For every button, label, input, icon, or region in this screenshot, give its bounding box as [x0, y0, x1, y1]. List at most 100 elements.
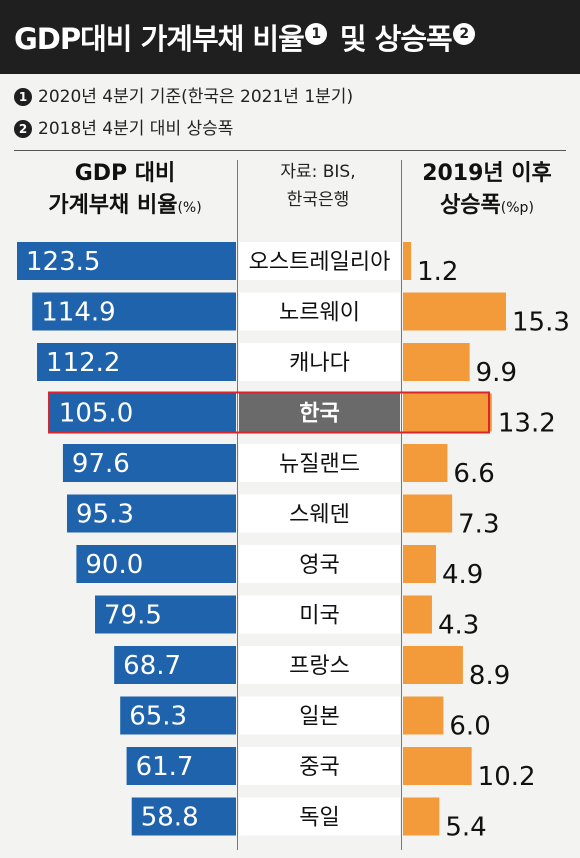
- title-part1: GDP대비 가계부채 비율: [14, 22, 305, 56]
- country-label-5: 스웨덴: [289, 503, 350, 528]
- country-label-0: 오스트레일리아: [249, 250, 391, 275]
- source-line1: 자료: BIS,: [280, 162, 356, 182]
- increase-value-label-4: 6.6: [453, 459, 494, 489]
- note-1-text: 2020년 4분기 기준(한국은 2021년 1분기): [38, 87, 354, 107]
- increase-bar-9: [403, 696, 444, 735]
- increase-bar-7: [403, 595, 432, 634]
- ratio-bar-9: [120, 696, 236, 735]
- source-note: 자료: BIS, 한국은행: [237, 158, 399, 214]
- ratio-value-label-6: 90.0: [85, 550, 143, 580]
- country-label-box-5: [239, 494, 400, 533]
- increase-bar-11: [403, 797, 440, 836]
- header-divider: [14, 150, 566, 151]
- country-label-4: 뉴질랜드: [279, 452, 360, 477]
- country-label-2: 캐나다: [289, 351, 350, 376]
- ratio-bar-2: [37, 343, 236, 381]
- right-header-line2: 상승폭(%p): [440, 193, 534, 218]
- country-label-11: 독일: [299, 806, 339, 831]
- increase-value-label-10: 10.2: [478, 762, 536, 792]
- increase-bar-8: [403, 646, 463, 684]
- center-left-separator: [237, 160, 238, 850]
- chart-title: GDP대비 가계부채 비율 1 및 상승폭 2: [14, 16, 479, 58]
- increase-bar-3: [403, 393, 492, 432]
- ratio-value-label-8: 68.7: [123, 651, 181, 681]
- ratio-value-label-10: 61.7: [136, 752, 194, 782]
- country-label-9: 일본: [299, 705, 339, 730]
- increase-value-label-1: 15.3: [512, 308, 570, 338]
- left-column-header: GDP 대비 가계부채 비율(%): [14, 158, 236, 224]
- right-header-line1: 2019년 이후: [422, 161, 552, 186]
- country-label-box-10: [239, 747, 400, 785]
- ratio-value-label-4: 97.6: [72, 449, 130, 479]
- country-label-6: 영국: [299, 553, 339, 578]
- increase-value-label-3: 13.2: [498, 409, 556, 439]
- right-column-header: 2019년 이후 상승폭(%p): [402, 158, 572, 224]
- country-label-box-7: [239, 595, 400, 634]
- ratio-bar-3: [49, 393, 237, 432]
- title-marker-2: 2: [452, 23, 475, 46]
- increase-bar-5: [403, 494, 453, 533]
- increase-bar-10: [403, 747, 472, 785]
- country-label-box-4: [239, 444, 400, 482]
- increase-value-label-0: 1.2: [417, 257, 458, 287]
- ratio-bar-10: [126, 747, 236, 785]
- increase-value-label-8: 8.9: [469, 661, 510, 691]
- increase-value-label-9: 6.0: [449, 712, 490, 742]
- highlight-border: [48, 391, 490, 434]
- country-label-box-9: [239, 696, 400, 735]
- source-line2: 한국은행: [286, 190, 350, 210]
- note-1: 1 2020년 4분기 기준(한국은 2021년 1분기): [14, 82, 353, 107]
- increase-value-label-11: 5.4: [445, 813, 486, 843]
- increase-bar-4: [403, 444, 448, 482]
- increase-value-label-5: 7.3: [458, 510, 499, 540]
- ratio-bar-8: [114, 646, 236, 684]
- increase-value-label-6: 4.9: [442, 560, 483, 590]
- left-header-unit: (%): [177, 200, 202, 216]
- ratio-value-label-1: 114.9: [41, 298, 115, 328]
- country-label-10: 중국: [299, 755, 339, 780]
- increase-bar-1: [403, 292, 506, 331]
- country-label-1: 노르웨이: [279, 301, 360, 326]
- ratio-bar-7: [95, 595, 236, 634]
- country-label-3: 한국: [299, 402, 339, 427]
- left-header-line2: 가계부채 비율(%): [48, 193, 202, 218]
- ratio-value-label-5: 95.3: [76, 500, 134, 530]
- title-bar: GDP대비 가계부채 비율 1 및 상승폭 2: [0, 0, 580, 74]
- ratio-value-label-9: 65.3: [129, 702, 187, 732]
- ratio-value-label-0: 123.5: [26, 247, 100, 277]
- ratio-bar-5: [67, 494, 237, 533]
- note-1-marker: 1: [14, 88, 32, 106]
- left-header-line1: GDP 대비: [74, 161, 176, 186]
- country-label-box-2: [239, 343, 400, 381]
- ratio-value-label-11: 58.8: [141, 803, 199, 833]
- increase-bar-6: [403, 545, 436, 583]
- increase-value-label-7: 4.3: [438, 611, 479, 641]
- note-2-text: 2018년 4분기 대비 상승폭: [38, 119, 234, 139]
- country-label-8: 프랑스: [289, 654, 350, 679]
- country-label-box-0: [239, 242, 400, 280]
- ratio-value-label-7: 79.5: [104, 601, 162, 631]
- ratio-bar-0: [17, 242, 236, 280]
- ratio-value-label-3: 105.0: [59, 399, 133, 429]
- country-label-box-8: [239, 646, 400, 684]
- country-label-7: 미국: [299, 604, 339, 629]
- right-header-unit: (%p): [500, 200, 534, 216]
- country-label-box-6: [239, 545, 400, 583]
- ratio-bar-11: [131, 797, 236, 836]
- ratio-bar-4: [62, 444, 237, 482]
- ratio-bar-6: [76, 545, 236, 583]
- ratio-value-label-2: 112.2: [46, 348, 120, 378]
- note-2: 2 2018년 4분기 대비 상승폭: [14, 114, 233, 139]
- note-2-marker: 2: [14, 120, 32, 138]
- title-part2: 및 상승폭: [339, 22, 453, 56]
- country-label-box-1: [239, 292, 400, 331]
- increase-bar-0: [403, 242, 412, 280]
- title-marker-1: 1: [304, 23, 327, 46]
- increase-bar-2: [403, 343, 470, 381]
- center-right-separator: [401, 160, 402, 850]
- country-label-box-3: [239, 393, 400, 432]
- country-label-box-11: [239, 797, 400, 836]
- increase-value-label-2: 9.9: [476, 358, 517, 388]
- ratio-bar-1: [32, 292, 237, 331]
